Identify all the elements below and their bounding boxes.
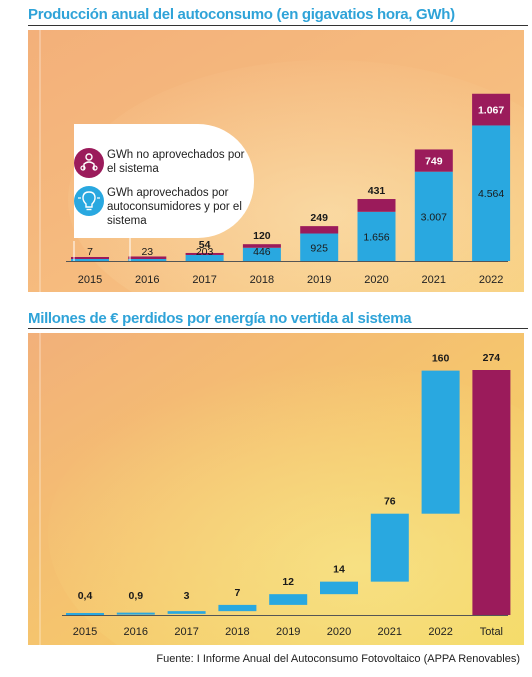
- legend-item-not-used: GWh no aprovechados por el sistema: [74, 148, 247, 178]
- waterfall-bar-2016: [116, 612, 155, 615]
- bar-lost-2022: [472, 93, 511, 126]
- waterfall-bar-Total: [472, 370, 511, 615]
- label-lost-2018: 120: [253, 230, 271, 242]
- bar-lost-2016: [128, 256, 167, 259]
- waterfall-label-2020: 14: [333, 564, 345, 576]
- label-used-2020: 1.656: [363, 231, 389, 243]
- legend-label-not-used: GWh no aprovechados por el sistema: [107, 149, 245, 175]
- x-tick-2019: 2019: [276, 626, 300, 638]
- bar-used-2016: [128, 259, 167, 261]
- waterfall-label-2018: 7: [234, 587, 240, 599]
- waterfall-label-2022: 160: [432, 353, 450, 365]
- waterfall-label-2019: 12: [282, 576, 294, 588]
- x-tick-2015: 2015: [73, 626, 97, 638]
- x-tick-2016: 2016: [124, 626, 148, 638]
- bar-lost-2015: [71, 257, 109, 259]
- waterfall-bar-2021: [370, 513, 409, 582]
- people-icon: [74, 148, 104, 178]
- waterfall-label-2017: 3: [184, 590, 190, 602]
- waterfall-label-Total: 274: [483, 352, 501, 364]
- bar-used-2019: [300, 233, 339, 261]
- x-tick-2018: 2018: [225, 626, 249, 638]
- label-used-2021: 3.007: [421, 211, 447, 223]
- x-tick-2016: 2016: [135, 274, 159, 286]
- waterfall-bar-2015: [66, 613, 104, 615]
- x-tick-2020: 2020: [327, 626, 351, 638]
- bar-used-2015: [71, 259, 109, 261]
- bar-used-2018: [242, 247, 281, 261]
- waterfall-label-2015: 0,4: [78, 590, 93, 602]
- legend-label-used: GWh aprovechados por autoconsumidores y …: [107, 187, 242, 227]
- label-used-2015: 7: [87, 246, 93, 258]
- label-lost-2019: 249: [310, 212, 328, 224]
- bar-lost-2020: [357, 199, 396, 212]
- x-tick-2020: 2020: [364, 274, 388, 286]
- bar-used-2017: [185, 254, 224, 261]
- chart1-panel: 7252015238520162035420174461202018925249…: [28, 30, 524, 292]
- x-tick-2017: 2017: [174, 626, 198, 638]
- label-used-2016: 23: [141, 246, 153, 258]
- x-tick-2022: 2022: [479, 274, 503, 286]
- waterfall-bar-2020: [320, 581, 358, 595]
- waterfall-label-2016: 0,9: [128, 590, 143, 602]
- x-tick-Total: Total: [480, 626, 503, 638]
- bar-used-2020: [357, 211, 396, 261]
- lightbulb-icon: [74, 186, 104, 216]
- label-lost-2021: 749: [425, 156, 443, 168]
- bar-used-2022: [472, 125, 511, 261]
- title-rule-1: [28, 25, 528, 26]
- label-used-2019: 925: [310, 242, 328, 254]
- waterfall-bar-2019: [269, 594, 308, 605]
- x-tick-2022: 2022: [428, 626, 452, 638]
- chart2-title: Millones de € perdidos por energía no ve…: [28, 310, 412, 327]
- chart2-panel: 0,4 2015 0,9 2016 3 2017 7 2018 12 2019 14 2020 76 20…: [28, 333, 524, 645]
- x-tick-2017: 2017: [192, 274, 216, 286]
- bar-lost-2018: [242, 244, 281, 248]
- chart1-legend: GWh no aprovechados por el sistema GWh a…: [74, 124, 254, 238]
- waterfall-bar-2017: [167, 611, 206, 614]
- label-used-2017: 203: [196, 246, 214, 258]
- waterfall-bar-2018: [218, 604, 257, 612]
- bar-used-2021: [414, 171, 453, 261]
- chart2-svg: 0,4 2015 0,9 2016 3 2017 7 2018 12 2019 14 2020 76 20…: [28, 333, 524, 645]
- source-note: Fuente: I Informe Anual del Autoconsumo …: [156, 653, 520, 665]
- label-lost-2022: 1.067: [478, 105, 504, 117]
- x-tick-2018: 2018: [250, 274, 274, 286]
- legend-item-used: GWh aprovechados por autoconsumidores y …: [74, 186, 247, 228]
- bar-lost-2017: [185, 252, 224, 255]
- waterfall-bar-2022: [421, 370, 460, 514]
- chart1-bracket: [73, 236, 131, 261]
- x-tick-2021: 2021: [378, 626, 402, 638]
- x-tick-2021: 2021: [422, 274, 446, 286]
- bar-lost-2019: [300, 226, 339, 234]
- label-used-2018: 446: [253, 246, 271, 258]
- label-used-2022: 4.564: [478, 188, 504, 200]
- x-tick-2015: 2015: [78, 274, 102, 286]
- bar-lost-2021: [414, 149, 453, 172]
- waterfall-label-2021: 76: [384, 496, 396, 508]
- title-rule-2: [28, 328, 528, 329]
- x-tick-2019: 2019: [307, 274, 331, 286]
- label-lost-2017: 54: [199, 239, 211, 251]
- label-lost-2020: 431: [368, 185, 386, 197]
- chart1-title: Producción anual del autoconsumo (en gig…: [28, 6, 455, 23]
